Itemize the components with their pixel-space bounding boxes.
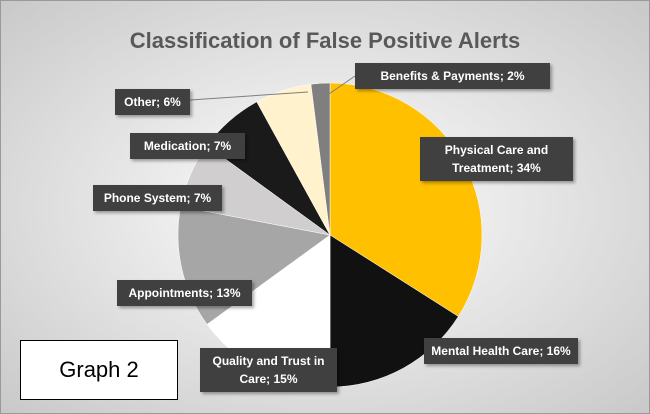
data-label: Appointments; 13% bbox=[117, 280, 252, 306]
leader-line bbox=[189, 91, 309, 101]
annotation: Graph 2 bbox=[20, 340, 178, 400]
data-label: Other; 6% bbox=[115, 89, 190, 115]
leader-line bbox=[325, 75, 356, 97]
chart-title: Classification of False Positive Alerts bbox=[130, 28, 520, 53]
pie-slice bbox=[310, 82, 331, 236]
data-label: Medication; 7% bbox=[130, 133, 245, 159]
data-label: Physical Care and Treatment; 34% bbox=[420, 137, 573, 181]
data-label: Mental Health Care; 16% bbox=[424, 338, 578, 364]
data-label: Phone System; 7% bbox=[93, 185, 222, 211]
data-label: Quality and Trust in Care; 15% bbox=[200, 348, 337, 392]
data-label: Benefits & Payments; 2% bbox=[355, 63, 550, 89]
